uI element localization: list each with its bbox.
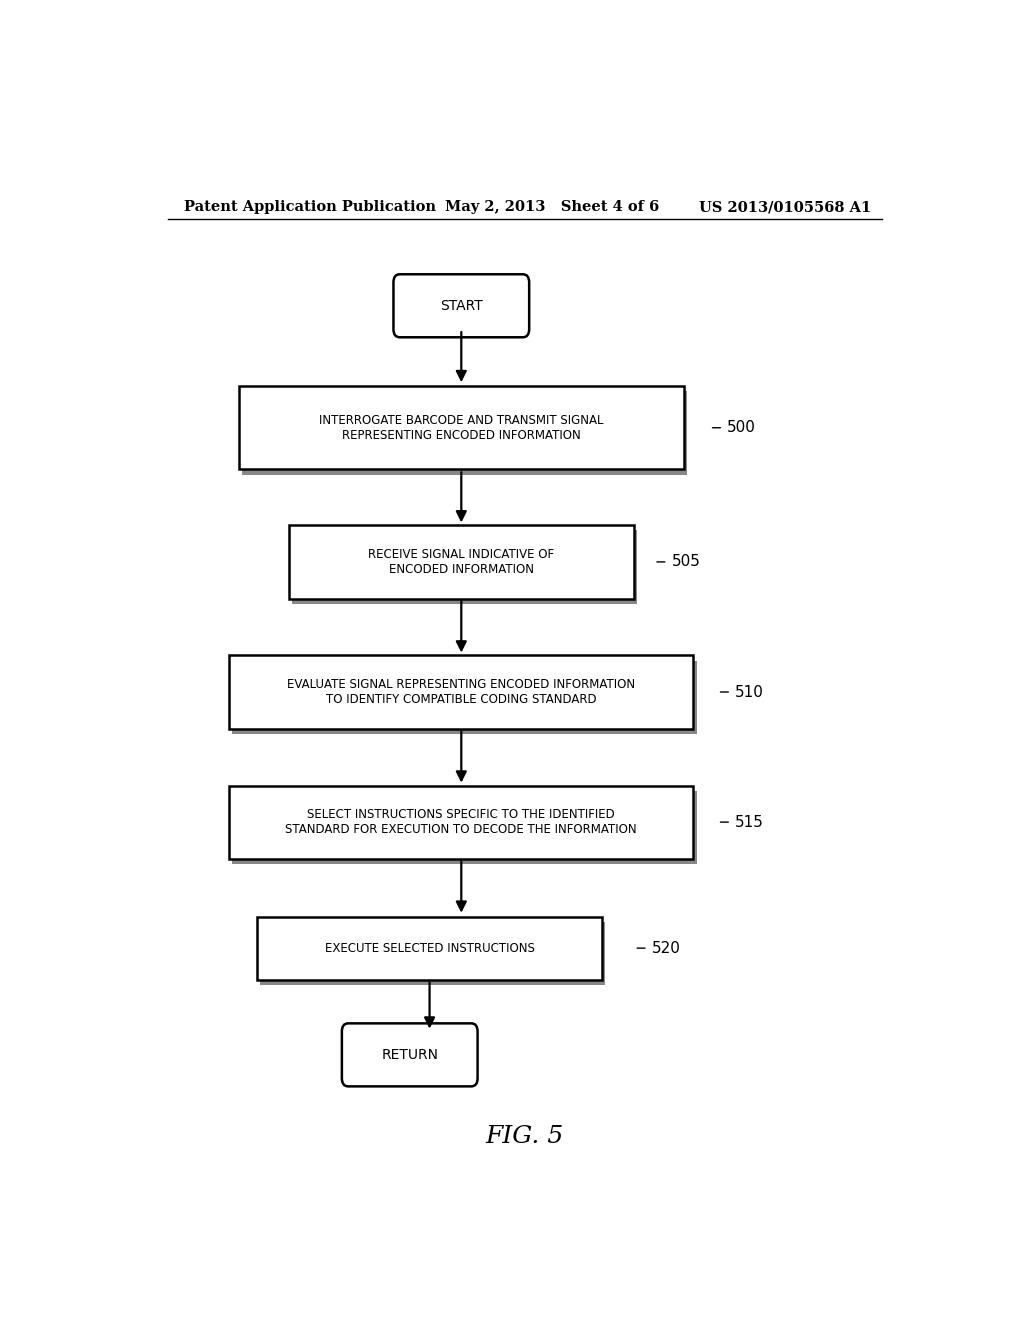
FancyBboxPatch shape bbox=[239, 385, 684, 470]
Text: FIG. 5: FIG. 5 bbox=[485, 1125, 564, 1147]
Text: EVALUATE SIGNAL REPRESENTING ENCODED INFORMATION
TO IDENTIFY COMPATIBLE CODING S: EVALUATE SIGNAL REPRESENTING ENCODED INF… bbox=[288, 678, 635, 706]
Text: Patent Application Publication: Patent Application Publication bbox=[183, 201, 435, 214]
Text: 505: 505 bbox=[672, 554, 700, 569]
Text: 510: 510 bbox=[735, 685, 764, 700]
Text: EXECUTE SELECTED INSTRUCTIONS: EXECUTE SELECTED INSTRUCTIONS bbox=[325, 941, 535, 954]
FancyBboxPatch shape bbox=[232, 791, 696, 863]
Text: INTERROGATE BARCODE AND TRANSMIT SIGNAL
REPRESENTING ENCODED INFORMATION: INTERROGATE BARCODE AND TRANSMIT SIGNAL … bbox=[319, 413, 603, 442]
FancyBboxPatch shape bbox=[292, 531, 637, 603]
Text: US 2013/0105568 A1: US 2013/0105568 A1 bbox=[699, 201, 871, 214]
FancyBboxPatch shape bbox=[289, 525, 634, 598]
FancyBboxPatch shape bbox=[243, 391, 687, 474]
Text: RECEIVE SIGNAL INDICATIVE OF
ENCODED INFORMATION: RECEIVE SIGNAL INDICATIVE OF ENCODED INF… bbox=[369, 548, 554, 576]
Text: 520: 520 bbox=[652, 941, 681, 956]
Text: 515: 515 bbox=[735, 814, 764, 829]
FancyBboxPatch shape bbox=[393, 275, 529, 338]
FancyBboxPatch shape bbox=[229, 785, 693, 859]
FancyBboxPatch shape bbox=[229, 656, 693, 729]
FancyBboxPatch shape bbox=[260, 921, 605, 985]
Text: 500: 500 bbox=[727, 420, 756, 436]
FancyBboxPatch shape bbox=[257, 916, 602, 979]
FancyBboxPatch shape bbox=[342, 1023, 477, 1086]
Text: SELECT INSTRUCTIONS SPECIFIC TO THE IDENTIFIED
STANDARD FOR EXECUTION TO DECODE : SELECT INSTRUCTIONS SPECIFIC TO THE IDEN… bbox=[286, 808, 637, 836]
FancyBboxPatch shape bbox=[232, 660, 696, 734]
Text: RETURN: RETURN bbox=[381, 1048, 438, 1061]
Text: START: START bbox=[440, 298, 482, 313]
Text: May 2, 2013   Sheet 4 of 6: May 2, 2013 Sheet 4 of 6 bbox=[445, 201, 659, 214]
